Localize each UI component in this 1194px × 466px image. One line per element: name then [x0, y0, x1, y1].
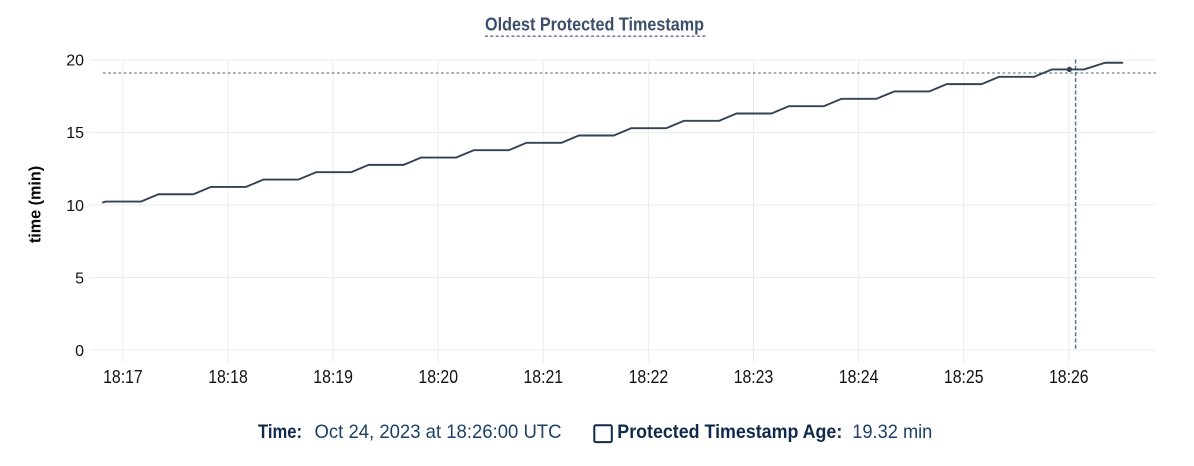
svg-text:5: 5: [75, 270, 84, 287]
svg-text:Oct 24, 2023 at 18:26:00 UTC: Oct 24, 2023 at 18:26:00 UTC: [315, 422, 562, 443]
svg-text:18:24: 18:24: [839, 367, 879, 387]
svg-text:18:18: 18:18: [208, 367, 248, 387]
svg-text:Protected Timestamp Age:: Protected Timestamp Age:: [617, 422, 842, 443]
svg-text:time (min): time (min): [27, 166, 45, 243]
svg-text:18:22: 18:22: [629, 367, 669, 387]
svg-text:18:17: 18:17: [103, 367, 143, 387]
svg-text:10: 10: [66, 198, 84, 215]
svg-text:0: 0: [75, 343, 84, 360]
svg-text:18:26: 18:26: [1049, 367, 1089, 387]
svg-text:15: 15: [66, 125, 84, 142]
svg-text:18:19: 18:19: [313, 367, 353, 387]
svg-text:18:25: 18:25: [944, 367, 984, 387]
svg-text:Oldest Protected Timestamp: Oldest Protected Timestamp: [485, 15, 704, 35]
svg-text:Time:: Time:: [258, 422, 302, 443]
svg-text:18:21: 18:21: [524, 367, 564, 387]
svg-text:18:23: 18:23: [734, 367, 774, 387]
svg-text:18:20: 18:20: [418, 367, 458, 387]
svg-text:19.32 min: 19.32 min: [852, 422, 932, 443]
svg-text:20: 20: [66, 53, 84, 70]
